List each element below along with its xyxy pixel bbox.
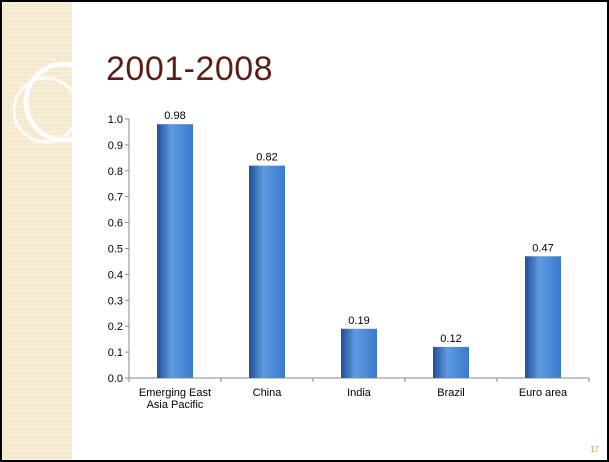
y-tick-label: 0.9 bbox=[108, 140, 123, 152]
category-label: Asia Pacific bbox=[147, 399, 204, 411]
bar bbox=[157, 124, 193, 379]
data-label: 0.19 bbox=[348, 315, 369, 327]
y-tick-label: 0.0 bbox=[108, 373, 123, 385]
data-label: 0.47 bbox=[532, 242, 553, 254]
bar bbox=[525, 256, 561, 378]
y-tick-label: 0.7 bbox=[108, 192, 123, 204]
decorative-circles bbox=[12, 61, 105, 144]
data-label: 0.12 bbox=[440, 333, 461, 345]
bar bbox=[433, 346, 469, 378]
category-label: China bbox=[253, 387, 283, 399]
page-number: 17 bbox=[590, 445, 599, 454]
y-tick-label: 0.6 bbox=[108, 218, 123, 230]
y-tick-label: 0.2 bbox=[108, 321, 123, 333]
category-label: Brazil bbox=[437, 387, 465, 399]
category-label: Euro area bbox=[519, 387, 568, 399]
category-label: Emerging East bbox=[139, 387, 211, 399]
y-tick-label: 0.8 bbox=[108, 166, 123, 178]
y-tick-label: 0.5 bbox=[108, 244, 123, 256]
slide-title: 2001-2008 bbox=[106, 50, 274, 88]
y-tick-label: 0.1 bbox=[108, 347, 123, 359]
data-label: 0.82 bbox=[256, 152, 277, 164]
y-tick-label: 0.4 bbox=[108, 269, 123, 281]
y-tick-label: 1.0 bbox=[108, 114, 123, 126]
data-label: 0.98 bbox=[164, 110, 185, 122]
bar bbox=[249, 165, 285, 378]
y-tick-label: 0.3 bbox=[108, 295, 123, 307]
bar bbox=[341, 328, 377, 378]
category-label: India bbox=[347, 387, 372, 399]
